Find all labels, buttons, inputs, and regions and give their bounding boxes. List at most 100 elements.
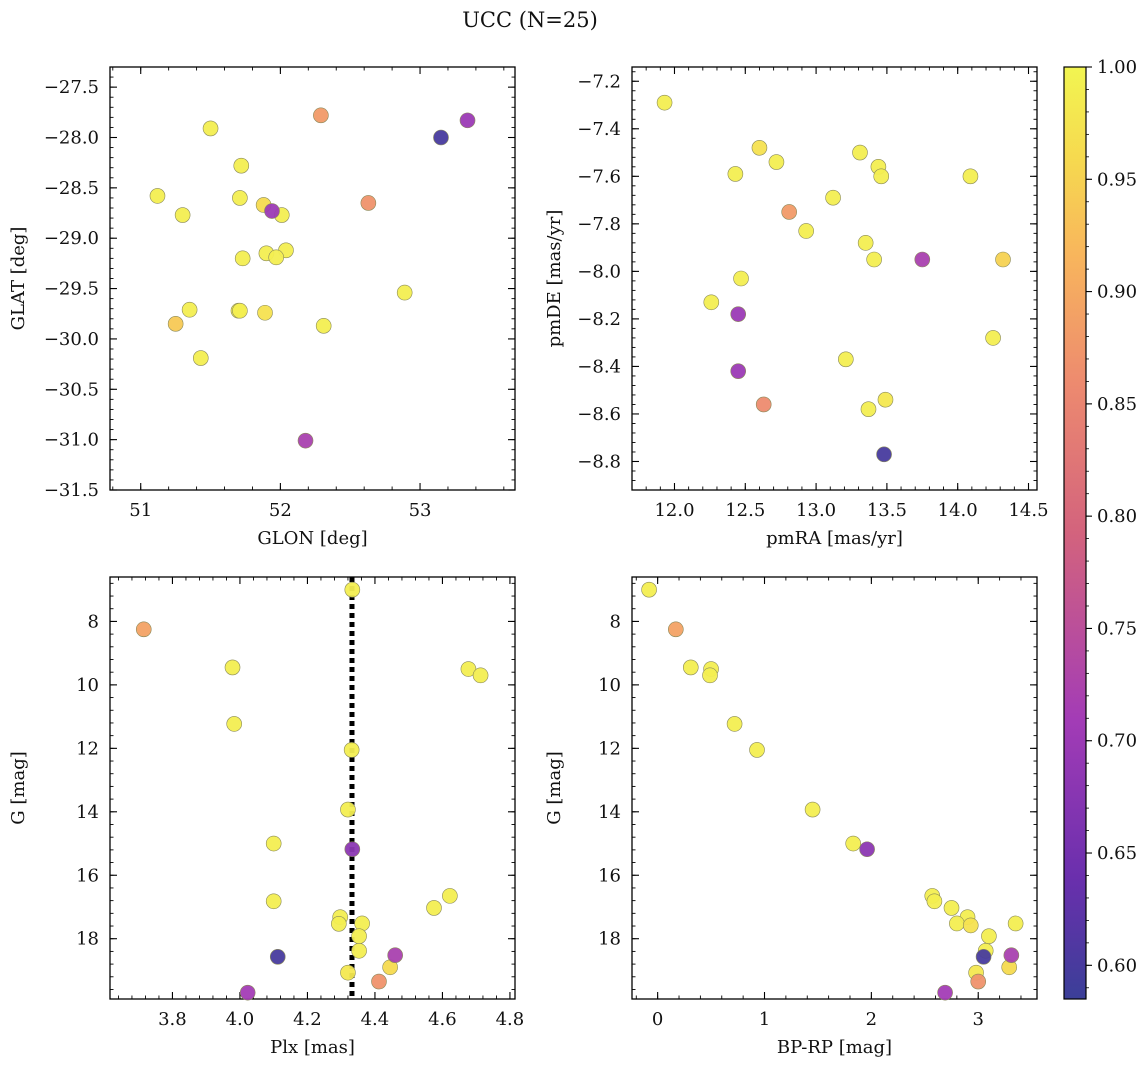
y-tick-label: −7.8 bbox=[577, 214, 621, 235]
y-tick-label: 12 bbox=[76, 738, 99, 759]
data-point bbox=[860, 401, 877, 418]
data-point bbox=[234, 250, 251, 267]
data-point bbox=[167, 316, 184, 332]
y-tick-label: 18 bbox=[598, 929, 621, 950]
data-point bbox=[656, 94, 673, 111]
x-axis-label: Plx [mas] bbox=[270, 1037, 355, 1058]
y-axis-label: G [mag] bbox=[8, 751, 29, 824]
y-tick-label: −8.0 bbox=[577, 261, 621, 282]
x-tick-label: 51 bbox=[129, 500, 152, 521]
data-point bbox=[174, 207, 191, 223]
data-point bbox=[226, 716, 242, 732]
data-point bbox=[995, 251, 1011, 268]
data-point bbox=[264, 203, 280, 219]
data-point bbox=[859, 841, 875, 858]
y-tick-label: 14 bbox=[598, 802, 621, 823]
data-point bbox=[192, 350, 209, 366]
data-point bbox=[876, 446, 892, 463]
y-tick-label: 12 bbox=[598, 738, 621, 759]
data-point bbox=[733, 270, 749, 287]
data-point bbox=[857, 235, 874, 251]
data-point bbox=[873, 168, 890, 185]
data-point bbox=[315, 318, 332, 334]
y-tick-label: −30.5 bbox=[44, 379, 99, 400]
colorbar-tick-label: 0.80 bbox=[1097, 506, 1137, 527]
data-point bbox=[949, 915, 965, 932]
data-point bbox=[914, 251, 931, 268]
y-tick-label: −29.0 bbox=[44, 228, 99, 249]
y-tick-label: 16 bbox=[76, 865, 99, 886]
data-point bbox=[641, 581, 657, 598]
data-point bbox=[825, 189, 841, 206]
x-tick-label: 4.0 bbox=[226, 1009, 255, 1030]
axes-frame bbox=[631, 66, 1038, 491]
data-point bbox=[866, 251, 882, 268]
data-point bbox=[265, 835, 282, 852]
y-tick-label: −8.8 bbox=[577, 451, 621, 472]
figure-title: UCC (N=25) bbox=[462, 8, 598, 32]
data-point bbox=[351, 928, 367, 944]
y-tick-label: −8.6 bbox=[577, 404, 621, 425]
data-point bbox=[781, 204, 797, 220]
panel-plx-g: 3.8 4.0 4.2 4.4 4.6 4.8 8 10 12 14 16 18 Plx [mas] G … bbox=[8, 576, 525, 1058]
y-tick-label: −7.6 bbox=[577, 166, 621, 187]
data-point bbox=[297, 432, 314, 449]
data-point bbox=[845, 835, 862, 852]
data-point bbox=[426, 900, 442, 916]
x-axis-label: BP-RP [mag] bbox=[777, 1037, 892, 1058]
x-tick-label: 13.5 bbox=[867, 500, 907, 521]
data-point bbox=[1007, 915, 1024, 932]
data-point bbox=[387, 947, 403, 964]
y-tick-label: −8.2 bbox=[577, 309, 621, 330]
data-point bbox=[804, 801, 821, 818]
y-tick-label: −30.0 bbox=[44, 329, 99, 350]
axes-frame bbox=[109, 66, 516, 491]
data-point bbox=[232, 190, 248, 206]
axes-frame bbox=[109, 576, 516, 1000]
y-tick-label: 10 bbox=[598, 675, 621, 696]
data-point bbox=[726, 716, 743, 732]
data-point bbox=[344, 581, 361, 598]
colorbar-gradient bbox=[1063, 66, 1087, 1000]
data-point bbox=[224, 659, 241, 676]
x-tick-label: 4.4 bbox=[361, 1009, 390, 1030]
y-tick-label: 8 bbox=[88, 611, 99, 632]
y-tick-label: −27.5 bbox=[44, 77, 99, 98]
colorbar-tick-label: 0.90 bbox=[1097, 282, 1137, 303]
colorbar-tick-label: 0.75 bbox=[1097, 618, 1137, 639]
data-point bbox=[269, 948, 286, 965]
x-tick-label: 4.6 bbox=[428, 1009, 457, 1030]
data-point bbox=[202, 120, 219, 137]
y-axis-label: pmDE [mas/yr] bbox=[544, 210, 565, 348]
panel-pmra-pmde: 12.0 12.5 13.0 13.5 14.0 14.5 −7.2 −7.4 −7.6 −7.8… bbox=[544, 66, 1049, 549]
data-point bbox=[682, 659, 699, 676]
data-point bbox=[985, 330, 1001, 346]
data-point bbox=[970, 973, 987, 990]
y-tick-label: −31.0 bbox=[44, 430, 99, 451]
y-tick-label: 8 bbox=[610, 611, 621, 632]
data-point bbox=[981, 928, 997, 944]
data-point bbox=[433, 129, 449, 146]
data-point bbox=[703, 294, 720, 311]
data-point bbox=[943, 900, 960, 916]
x-axis-label: GLON [deg] bbox=[257, 528, 367, 549]
x-tick-label: 12.5 bbox=[725, 500, 765, 521]
data-point bbox=[396, 284, 413, 301]
y-tick-label: 14 bbox=[76, 802, 99, 823]
data-point bbox=[313, 107, 329, 124]
data-point bbox=[838, 351, 854, 368]
data-point bbox=[755, 396, 772, 413]
colorbar: 0.60 0.65 0.70 0.75 0.80 0.85 0.90 0.95 1.00 bbox=[1063, 57, 1137, 1000]
x-tick-label: 4.8 bbox=[496, 1009, 525, 1030]
data-point bbox=[877, 391, 894, 408]
colorbar-tick-label: 1.00 bbox=[1097, 57, 1137, 78]
data-point bbox=[340, 964, 356, 981]
y-axis-label: GLAT [deg] bbox=[8, 227, 29, 331]
data-point bbox=[768, 154, 785, 170]
x-tick-label: 52 bbox=[269, 500, 292, 521]
data-point bbox=[460, 661, 477, 677]
colorbar-tick-label: 0.70 bbox=[1097, 731, 1137, 752]
data-point bbox=[727, 166, 744, 182]
